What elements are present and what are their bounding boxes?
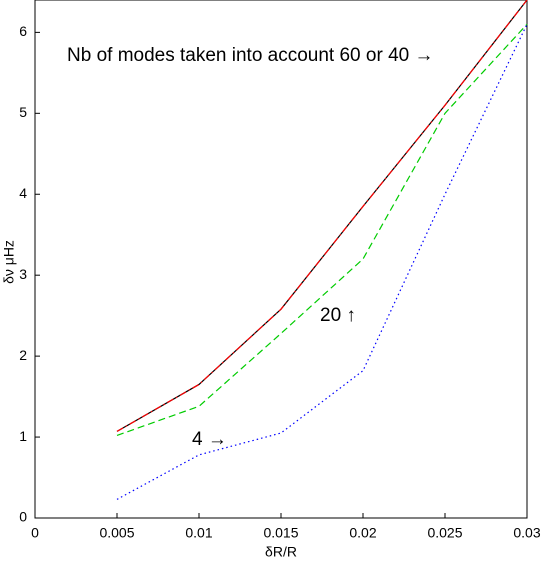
y-tick-label: 5	[19, 104, 27, 120]
y-tick-label: 0	[19, 509, 27, 525]
y-tick-label: 1	[19, 428, 27, 444]
y-tick-label: 3	[19, 266, 27, 282]
annotation: 4 →	[192, 429, 227, 450]
data-line	[116, 23, 528, 437]
x-tick-label: 0.01	[185, 525, 212, 541]
x-tick-label: 0.015	[263, 525, 298, 541]
x-tick-label: 0	[31, 525, 39, 541]
annotation: Nb of modes taken into account 60 or 40 …	[67, 45, 434, 66]
annotation: 20 ↑	[320, 305, 356, 326]
y-tick-label: 2	[19, 347, 27, 363]
x-tick-label: 0.03	[513, 525, 540, 541]
data-line	[116, 24, 528, 500]
plot-frame	[34, 0, 528, 519]
y-tick-label: 4	[19, 185, 27, 201]
x-tick-label: 0.025	[427, 525, 462, 541]
x-axis-label: δR/R	[265, 544, 297, 560]
y-axis-label: δν μHz	[1, 240, 17, 284]
x-tick-label: 0.02	[349, 525, 376, 541]
y-tick-label: 6	[19, 23, 27, 39]
data-line	[116, 0, 528, 432]
x-tick-label: 0.005	[99, 525, 134, 541]
